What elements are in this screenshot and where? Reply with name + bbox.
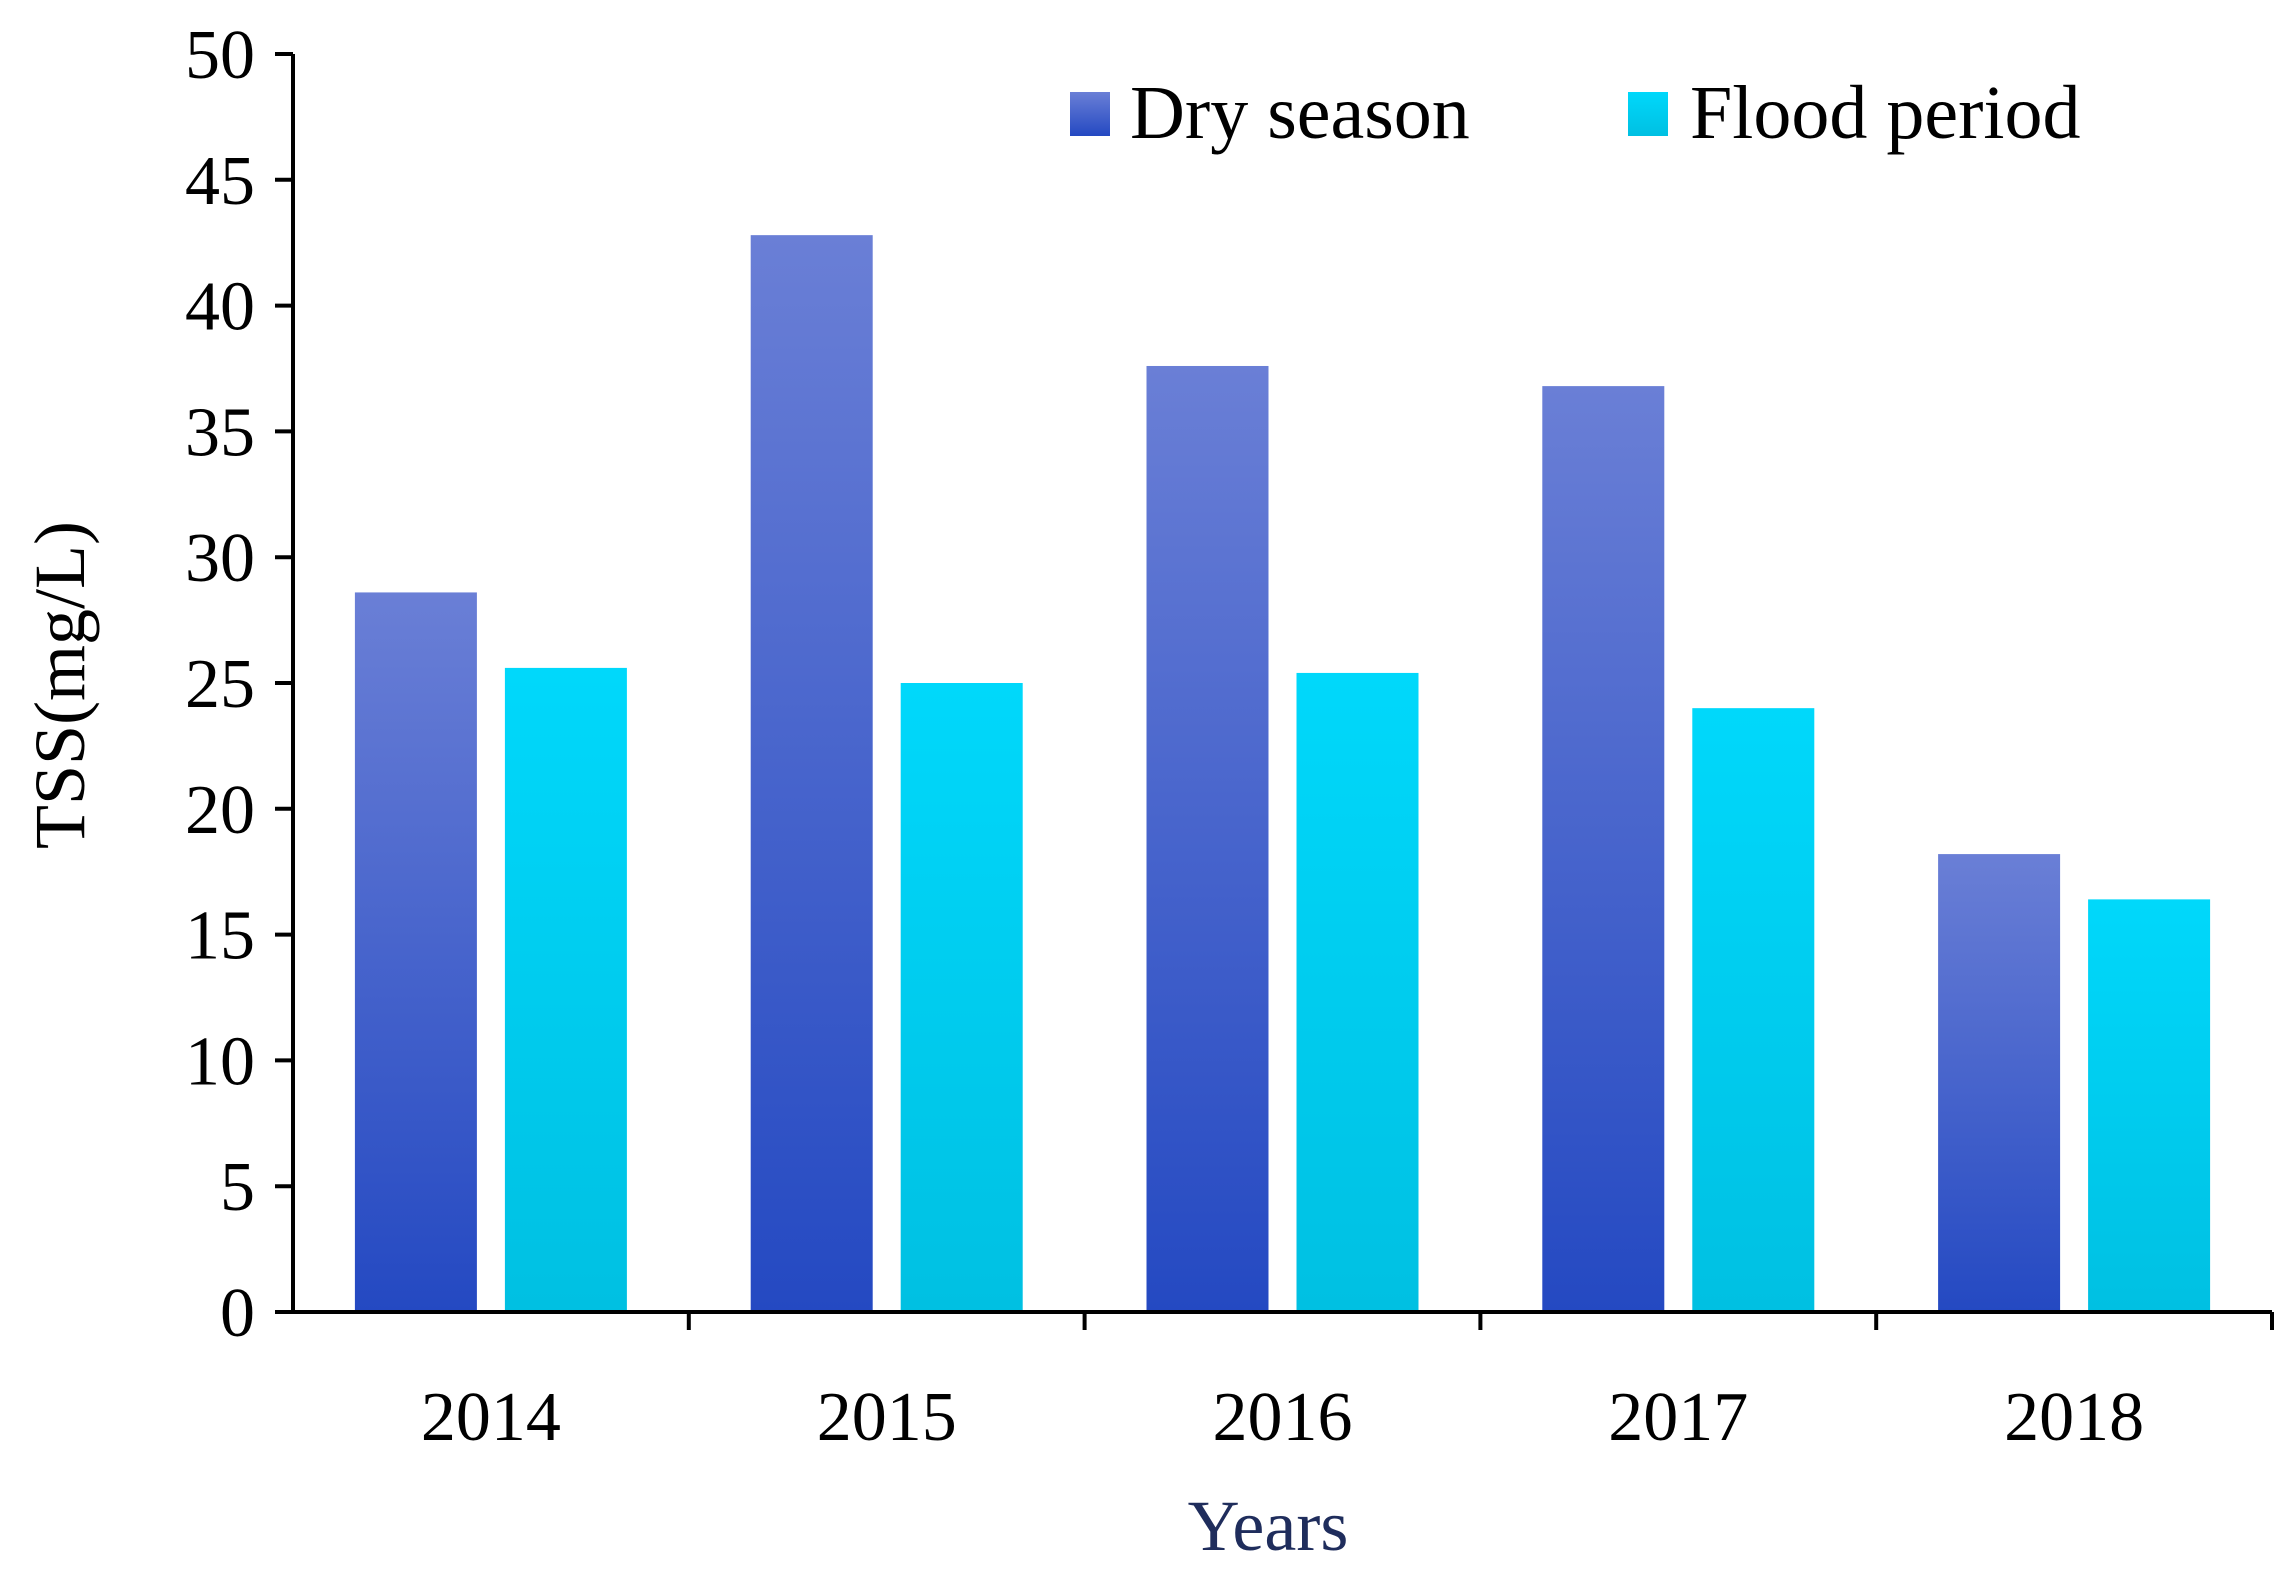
x-tick-label: 2016 <box>1213 1379 1353 1456</box>
bar-flood-period-2014 <box>504 667 627 1312</box>
legend-swatch-flood-period <box>1628 92 1668 136</box>
y-tick-label: 40 <box>185 269 255 346</box>
x-tick-label: 2015 <box>817 1379 957 1456</box>
bar-flood-period-2016 <box>1296 672 1419 1312</box>
y-tick-label: 30 <box>185 520 255 597</box>
legend-swatch-dry-season <box>1070 92 1110 136</box>
y-tick-label: 5 <box>220 1149 255 1226</box>
x-tick-label: 2017 <box>1608 1379 1748 1456</box>
bar-flood-period-2015 <box>900 683 1023 1312</box>
bar-dry-season-2014 <box>354 592 477 1312</box>
y-tick-label: 20 <box>185 772 255 849</box>
x-tick-label: 2018 <box>2004 1379 2144 1456</box>
ticks-group: 0 5 10 15 20 25 30 35 40 45 50 2014 2015 2016 2017 2018 <box>185 17 2274 1456</box>
y-tick-label: 45 <box>185 143 255 220</box>
x-tick-label: 2014 <box>421 1379 561 1456</box>
y-tick-label: 35 <box>185 394 255 471</box>
y-tick-label: 10 <box>185 1023 255 1100</box>
bar-dry-season-2017 <box>1542 386 1665 1312</box>
bars-group <box>354 235 2211 1313</box>
bar-flood-period-2017 <box>1692 708 1815 1312</box>
y-tick-label: 0 <box>220 1275 255 1352</box>
bar-dry-season-2015 <box>750 235 873 1313</box>
bar-dry-season-2016 <box>1146 365 1269 1312</box>
legend-label-flood-period: Flood period <box>1690 71 2081 155</box>
y-tick-label: 15 <box>185 898 255 975</box>
bar-flood-period-2018 <box>2088 899 2211 1312</box>
legend-label-dry-season: Dry season <box>1130 71 1470 155</box>
x-axis-title: Years <box>1188 1486 1349 1566</box>
y-tick-label: 50 <box>185 17 255 94</box>
y-tick-label: 25 <box>185 646 255 723</box>
legend: Dry season Flood period <box>1070 71 2081 155</box>
bar-dry-season-2018 <box>1938 854 2061 1312</box>
y-axis-title: TSS(mg/L) <box>20 521 100 849</box>
